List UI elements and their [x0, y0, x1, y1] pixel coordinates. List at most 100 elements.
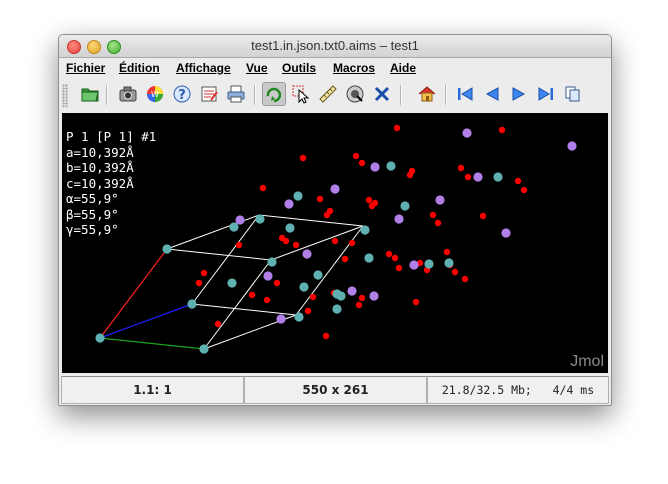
menu-macros[interactable]: Macros: [333, 61, 376, 75]
menu-outils[interactable]: Outils: [282, 61, 317, 75]
delete-button[interactable]: [370, 82, 394, 106]
silicon-atom: [229, 222, 239, 232]
unit-cell-edge: [191, 214, 260, 305]
menu-affichage[interactable]: Affichage: [176, 61, 231, 75]
toolbar-grip[interactable]: [62, 84, 68, 107]
silicon-atom: [313, 270, 323, 280]
structure-scene[interactable]: [62, 113, 608, 373]
unit-cell-edge: [295, 225, 364, 316]
oxygen-atom: [395, 264, 403, 272]
oxygen-atom: [443, 248, 451, 256]
silicon-atom: [255, 214, 265, 224]
atom: [369, 291, 379, 301]
oxygen-atom: [348, 239, 356, 247]
oxygen-atom: [263, 296, 271, 304]
home-button[interactable]: [415, 82, 439, 106]
next-frame-button[interactable]: [507, 82, 531, 106]
atom: [501, 228, 511, 238]
toolbar-separator: [445, 85, 447, 105]
menu-bar: Fichier Édition Affichage Vue Outils Mac…: [59, 58, 611, 79]
export-image-button[interactable]: [116, 82, 140, 106]
print-button[interactable]: [224, 82, 248, 106]
menu-fichier[interactable]: Fichier: [66, 61, 106, 75]
menu-edition[interactable]: Édition: [119, 61, 160, 75]
rotate-icon: [266, 87, 282, 103]
jmol-logo: Jmol: [570, 353, 604, 370]
oxygen-atom: [451, 268, 459, 276]
silicon-atom: [294, 312, 304, 322]
silicon-atom: [267, 257, 277, 267]
atom: [302, 249, 312, 259]
molecule-viewer[interactable]: P 1 [P 1] #1 a=10,392Å b=10,392Å c=10,392Å α…: [62, 113, 608, 373]
first-frame-button[interactable]: [453, 82, 477, 106]
silicon-atom: [332, 289, 342, 299]
unit-cell-edge: [191, 303, 297, 316]
oxygen-atom: [352, 152, 360, 160]
unit-cell-edge: [166, 214, 260, 250]
orientation-button[interactable]: [343, 82, 367, 106]
copy-button[interactable]: [561, 82, 585, 106]
silicon-atom: [386, 161, 396, 171]
oxygen-atom: [520, 186, 528, 194]
pick-button[interactable]: [289, 82, 313, 106]
space-group-label: P 1 [P 1] #1: [66, 129, 157, 144]
open-icon: [81, 88, 99, 102]
oxygen-atom: [248, 291, 256, 299]
open-button[interactable]: [78, 82, 102, 106]
script-editor-icon: [201, 86, 218, 102]
close-window-button[interactable]: [67, 40, 81, 54]
app-window: test1.in.json.txt0.aims – test1 Fichier …: [58, 34, 612, 406]
atom: [330, 184, 340, 194]
oxygen-atom: [322, 332, 330, 340]
oxygen-atom: [235, 241, 243, 249]
rotate-button[interactable]: [262, 82, 286, 106]
oxygen-atom: [429, 211, 437, 219]
oxygen-atom: [461, 275, 469, 283]
menu-vue[interactable]: Vue: [246, 61, 268, 75]
oxygen-atom: [331, 237, 339, 245]
silicon-atom: [285, 223, 295, 233]
oxygen-atom: [309, 293, 317, 301]
silicon-atom: [187, 299, 197, 309]
unit-cell-edge: [166, 248, 272, 261]
previous-frame-icon: [485, 87, 499, 101]
minimize-window-button[interactable]: [87, 40, 101, 54]
silicon-atom: [364, 253, 374, 263]
silicon-atom: [332, 304, 342, 314]
pick-icon: [292, 85, 310, 104]
oxygen-atom: [479, 212, 487, 220]
atom: [235, 215, 245, 225]
silicon-atom: [162, 244, 172, 254]
atom: [409, 260, 419, 270]
measure-button[interactable]: [316, 82, 340, 106]
zoom-window-button[interactable]: [107, 40, 121, 54]
atom: [347, 286, 357, 296]
silicon-atom: [199, 344, 209, 354]
silicon-atom: [493, 172, 503, 182]
last-frame-button[interactable]: [534, 82, 558, 106]
menu-aide[interactable]: Aide: [390, 61, 417, 75]
print-icon: [227, 85, 245, 103]
title-bar[interactable]: test1.in.json.txt0.aims – test1: [59, 35, 611, 58]
previous-frame-button[interactable]: [480, 82, 504, 106]
measure-icon: [319, 85, 337, 103]
oxygen-atom: [316, 195, 324, 203]
script-editor-button[interactable]: [197, 82, 221, 106]
oxygen-atom: [365, 196, 373, 204]
oxygen-atom: [457, 164, 465, 172]
spin-color-button[interactable]: W: [143, 82, 167, 106]
atom: [435, 195, 445, 205]
home-icon: [418, 86, 436, 102]
oxygen-atom: [282, 237, 290, 245]
cell-gamma-label: γ=55,9°: [66, 222, 119, 237]
toolbar: W ?: [59, 79, 611, 112]
unit-cell-edge: [203, 259, 272, 350]
oxygen-atom: [326, 207, 334, 215]
silicon-atom: [299, 282, 309, 292]
oxygen-atom: [434, 219, 442, 227]
toolbar-separator: [400, 85, 402, 105]
cell-info: P 1 [P 1] #1 a=10,392Å b=10,392Å c=10,392Å α…: [66, 129, 156, 238]
oxygen-atom: [299, 154, 307, 162]
silicon-atom: [424, 259, 434, 269]
help-button[interactable]: ?: [170, 82, 194, 106]
